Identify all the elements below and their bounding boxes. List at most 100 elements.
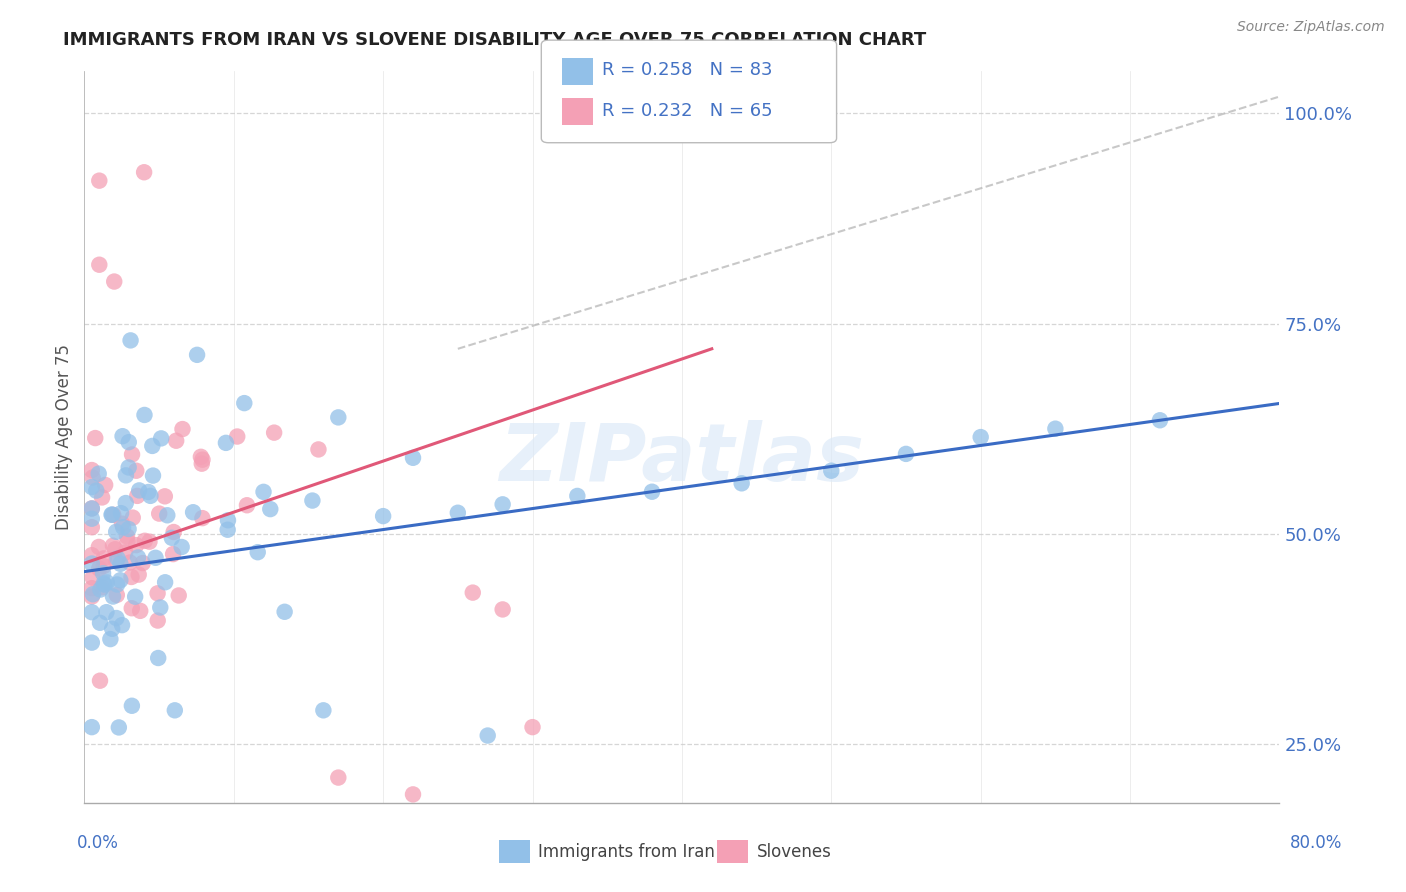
- Point: [108, 721, 131, 735]
- Point: [93, 578, 115, 592]
- Point: [165, 434, 187, 448]
- Point: [160, 531, 183, 545]
- Point: [118, 556, 141, 570]
- Point: [89, 561, 111, 575]
- Point: [121, 698, 143, 713]
- Point: [103, 508, 125, 522]
- Point: [252, 484, 274, 499]
- Point: [93, 576, 115, 591]
- Point: [91, 566, 114, 581]
- Point: [91, 580, 114, 594]
- Point: [96, 605, 118, 619]
- Point: [80, 605, 103, 619]
- Point: [84, 483, 107, 498]
- Point: [118, 435, 141, 450]
- Point: [145, 550, 167, 565]
- Text: IMMIGRANTS FROM IRAN VS SLOVENE DISABILITY AGE OVER 75 CORRELATION CHART: IMMIGRANTS FROM IRAN VS SLOVENE DISABILI…: [63, 31, 927, 49]
- Y-axis label: Disability Age Over 75: Disability Age Over 75: [55, 344, 73, 530]
- Point: [138, 534, 160, 549]
- Point: [567, 489, 589, 503]
- Point: [80, 635, 103, 649]
- Point: [110, 506, 132, 520]
- Point: [148, 507, 170, 521]
- Point: [1149, 413, 1171, 427]
- Point: [105, 577, 128, 591]
- Point: [236, 498, 259, 512]
- Text: R = 0.232   N = 65: R = 0.232 N = 65: [602, 102, 772, 120]
- Point: [820, 464, 842, 478]
- Point: [101, 590, 124, 604]
- Point: [121, 447, 143, 461]
- Point: [402, 450, 425, 465]
- Point: [111, 516, 134, 531]
- Point: [89, 258, 111, 272]
- Point: [190, 450, 212, 464]
- Point: [312, 703, 335, 717]
- Point: [167, 589, 190, 603]
- Point: [80, 581, 103, 595]
- Point: [120, 570, 142, 584]
- Point: [105, 588, 128, 602]
- Point: [301, 493, 323, 508]
- Point: [96, 575, 118, 590]
- Point: [132, 165, 156, 179]
- Point: [89, 615, 111, 630]
- Point: [373, 509, 395, 524]
- Point: [93, 551, 115, 566]
- Point: [148, 651, 170, 665]
- Point: [103, 275, 125, 289]
- Point: [115, 468, 138, 483]
- Point: [146, 586, 169, 600]
- Point: [82, 571, 104, 585]
- Point: [105, 524, 128, 539]
- Point: [101, 622, 124, 636]
- Point: [101, 508, 124, 522]
- Point: [641, 484, 664, 499]
- Point: [94, 478, 117, 492]
- Point: [80, 480, 103, 494]
- Point: [80, 590, 103, 604]
- Point: [129, 604, 152, 618]
- Point: [191, 452, 214, 467]
- Point: [191, 457, 214, 471]
- Point: [112, 520, 135, 534]
- Point: [121, 601, 143, 615]
- Point: [492, 602, 515, 616]
- Point: [186, 348, 208, 362]
- Text: Source: ZipAtlas.com: Source: ZipAtlas.com: [1237, 20, 1385, 34]
- Point: [82, 587, 104, 601]
- Point: [120, 334, 142, 348]
- Point: [146, 614, 169, 628]
- Point: [111, 429, 134, 443]
- Point: [84, 431, 107, 445]
- Point: [141, 439, 163, 453]
- Point: [402, 788, 425, 802]
- Point: [522, 720, 544, 734]
- Point: [217, 523, 239, 537]
- Point: [121, 510, 143, 524]
- Point: [153, 489, 176, 503]
- Text: 0.0%: 0.0%: [77, 834, 120, 852]
- Point: [970, 430, 993, 444]
- Point: [461, 585, 484, 599]
- Point: [89, 673, 111, 688]
- Point: [127, 550, 149, 565]
- Point: [101, 539, 124, 553]
- Point: [328, 771, 350, 785]
- Point: [89, 582, 111, 597]
- Text: R = 0.258   N = 83: R = 0.258 N = 83: [602, 62, 772, 79]
- Point: [142, 468, 165, 483]
- Point: [80, 501, 103, 516]
- Point: [215, 435, 238, 450]
- Point: [894, 447, 917, 461]
- Point: [115, 529, 138, 543]
- Point: [111, 618, 134, 632]
- Point: [80, 463, 103, 477]
- Point: [163, 703, 186, 717]
- Point: [105, 611, 128, 625]
- Point: [100, 632, 122, 646]
- Point: [139, 489, 162, 503]
- Point: [87, 467, 110, 481]
- Point: [117, 522, 139, 536]
- Point: [259, 502, 281, 516]
